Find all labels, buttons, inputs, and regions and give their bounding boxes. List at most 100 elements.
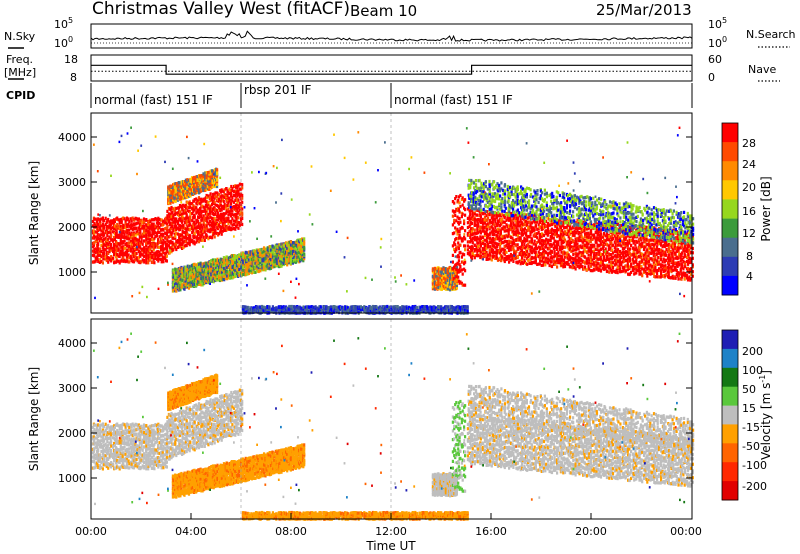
power-cell	[289, 261, 293, 265]
power-cell	[132, 241, 136, 246]
power-cell	[182, 211, 185, 215]
power-cell	[147, 261, 150, 265]
power-cell	[186, 241, 189, 245]
power-cell	[207, 194, 210, 198]
cpid-strip: CPID normal (fast) 151 IF rbsp 201 IF no…	[6, 83, 693, 108]
power-cell	[108, 223, 111, 227]
power-cell	[99, 238, 102, 243]
power-cell	[220, 225, 223, 229]
power-cell	[457, 255, 460, 259]
power-cell	[131, 253, 134, 257]
power-cell	[232, 190, 236, 194]
power-cell	[139, 235, 142, 239]
power-cell	[230, 198, 233, 202]
power-cell	[151, 250, 154, 254]
power-cell	[93, 217, 96, 221]
power-cell	[131, 223, 134, 227]
power-cell	[461, 212, 464, 216]
power-cell	[237, 220, 240, 225]
freq-panel: Freq. [MHz] 18 8 60 0 Nave	[4, 53, 780, 84]
power-cell	[458, 210, 461, 214]
power-cell	[101, 216, 104, 220]
power-cell	[108, 230, 111, 234]
power-cell	[165, 259, 168, 263]
power-cell	[131, 250, 134, 254]
power-cell	[137, 221, 140, 225]
power-cell	[93, 221, 96, 225]
power-cell	[130, 225, 133, 229]
power-cell	[140, 240, 143, 244]
power-cell	[145, 255, 148, 259]
power-cell	[196, 182, 199, 186]
power-cell	[160, 218, 163, 222]
power-cell	[476, 213, 479, 217]
power-cell	[155, 232, 158, 236]
power-cell	[152, 257, 155, 261]
power-cell	[175, 207, 178, 211]
power-cell	[214, 208, 217, 212]
power-cell	[138, 253, 141, 257]
power-cell	[203, 206, 206, 210]
power-cell	[200, 205, 203, 209]
power-cell	[128, 228, 131, 232]
power-cell	[166, 216, 169, 220]
power-cell	[206, 227, 209, 231]
power-cell	[216, 208, 219, 213]
power-cell	[228, 227, 231, 231]
power-cell	[197, 236, 200, 241]
power-cell	[222, 207, 225, 211]
power-cell	[100, 239, 103, 243]
power-cell	[94, 256, 97, 260]
power-cell	[123, 217, 126, 221]
power-cell	[149, 233, 152, 237]
power-cell	[238, 208, 241, 212]
power-cell	[231, 217, 234, 221]
power-cell	[205, 209, 208, 213]
power-cell	[207, 200, 210, 204]
power-cell	[133, 218, 136, 222]
power-cell	[202, 178, 205, 183]
power-cell	[175, 217, 178, 221]
power-cell	[175, 239, 178, 243]
power-cell	[189, 186, 192, 191]
power-cell	[225, 196, 228, 201]
freq-trace	[91, 64, 692, 75]
power-cell	[454, 213, 457, 217]
power-cell	[94, 239, 97, 243]
power-cell	[203, 227, 206, 231]
power-cell	[104, 255, 107, 259]
power-cell	[141, 242, 144, 246]
power-cell	[149, 237, 152, 241]
power-cell	[188, 200, 191, 204]
power-cell	[201, 228, 204, 232]
power-cell	[219, 190, 222, 194]
power-cell	[165, 242, 168, 246]
power-cell	[120, 221, 123, 225]
power-cell	[127, 217, 130, 221]
power-cell	[186, 232, 189, 236]
power-cell	[185, 243, 188, 248]
power-cell	[149, 253, 152, 257]
power-cell	[165, 222, 168, 226]
power-cell	[223, 193, 226, 197]
power-cell	[181, 220, 184, 224]
power-cell	[196, 239, 199, 243]
power-cell	[106, 233, 109, 238]
power-cell	[466, 221, 469, 225]
power-cell	[141, 247, 144, 251]
power-cell	[95, 239, 99, 244]
power-cell	[100, 249, 103, 254]
power-cell	[110, 242, 113, 247]
power-cell	[214, 191, 217, 195]
power-cell	[151, 242, 154, 246]
power-cell	[169, 239, 172, 243]
power-cell	[94, 223, 97, 227]
power-cell	[136, 238, 139, 242]
power-cell	[157, 224, 160, 228]
power-cell	[145, 253, 148, 257]
power-cell	[145, 251, 148, 255]
power-cell	[132, 247, 136, 252]
power-cell	[120, 219, 123, 223]
power-cell	[222, 226, 225, 230]
power-cell	[158, 245, 161, 250]
